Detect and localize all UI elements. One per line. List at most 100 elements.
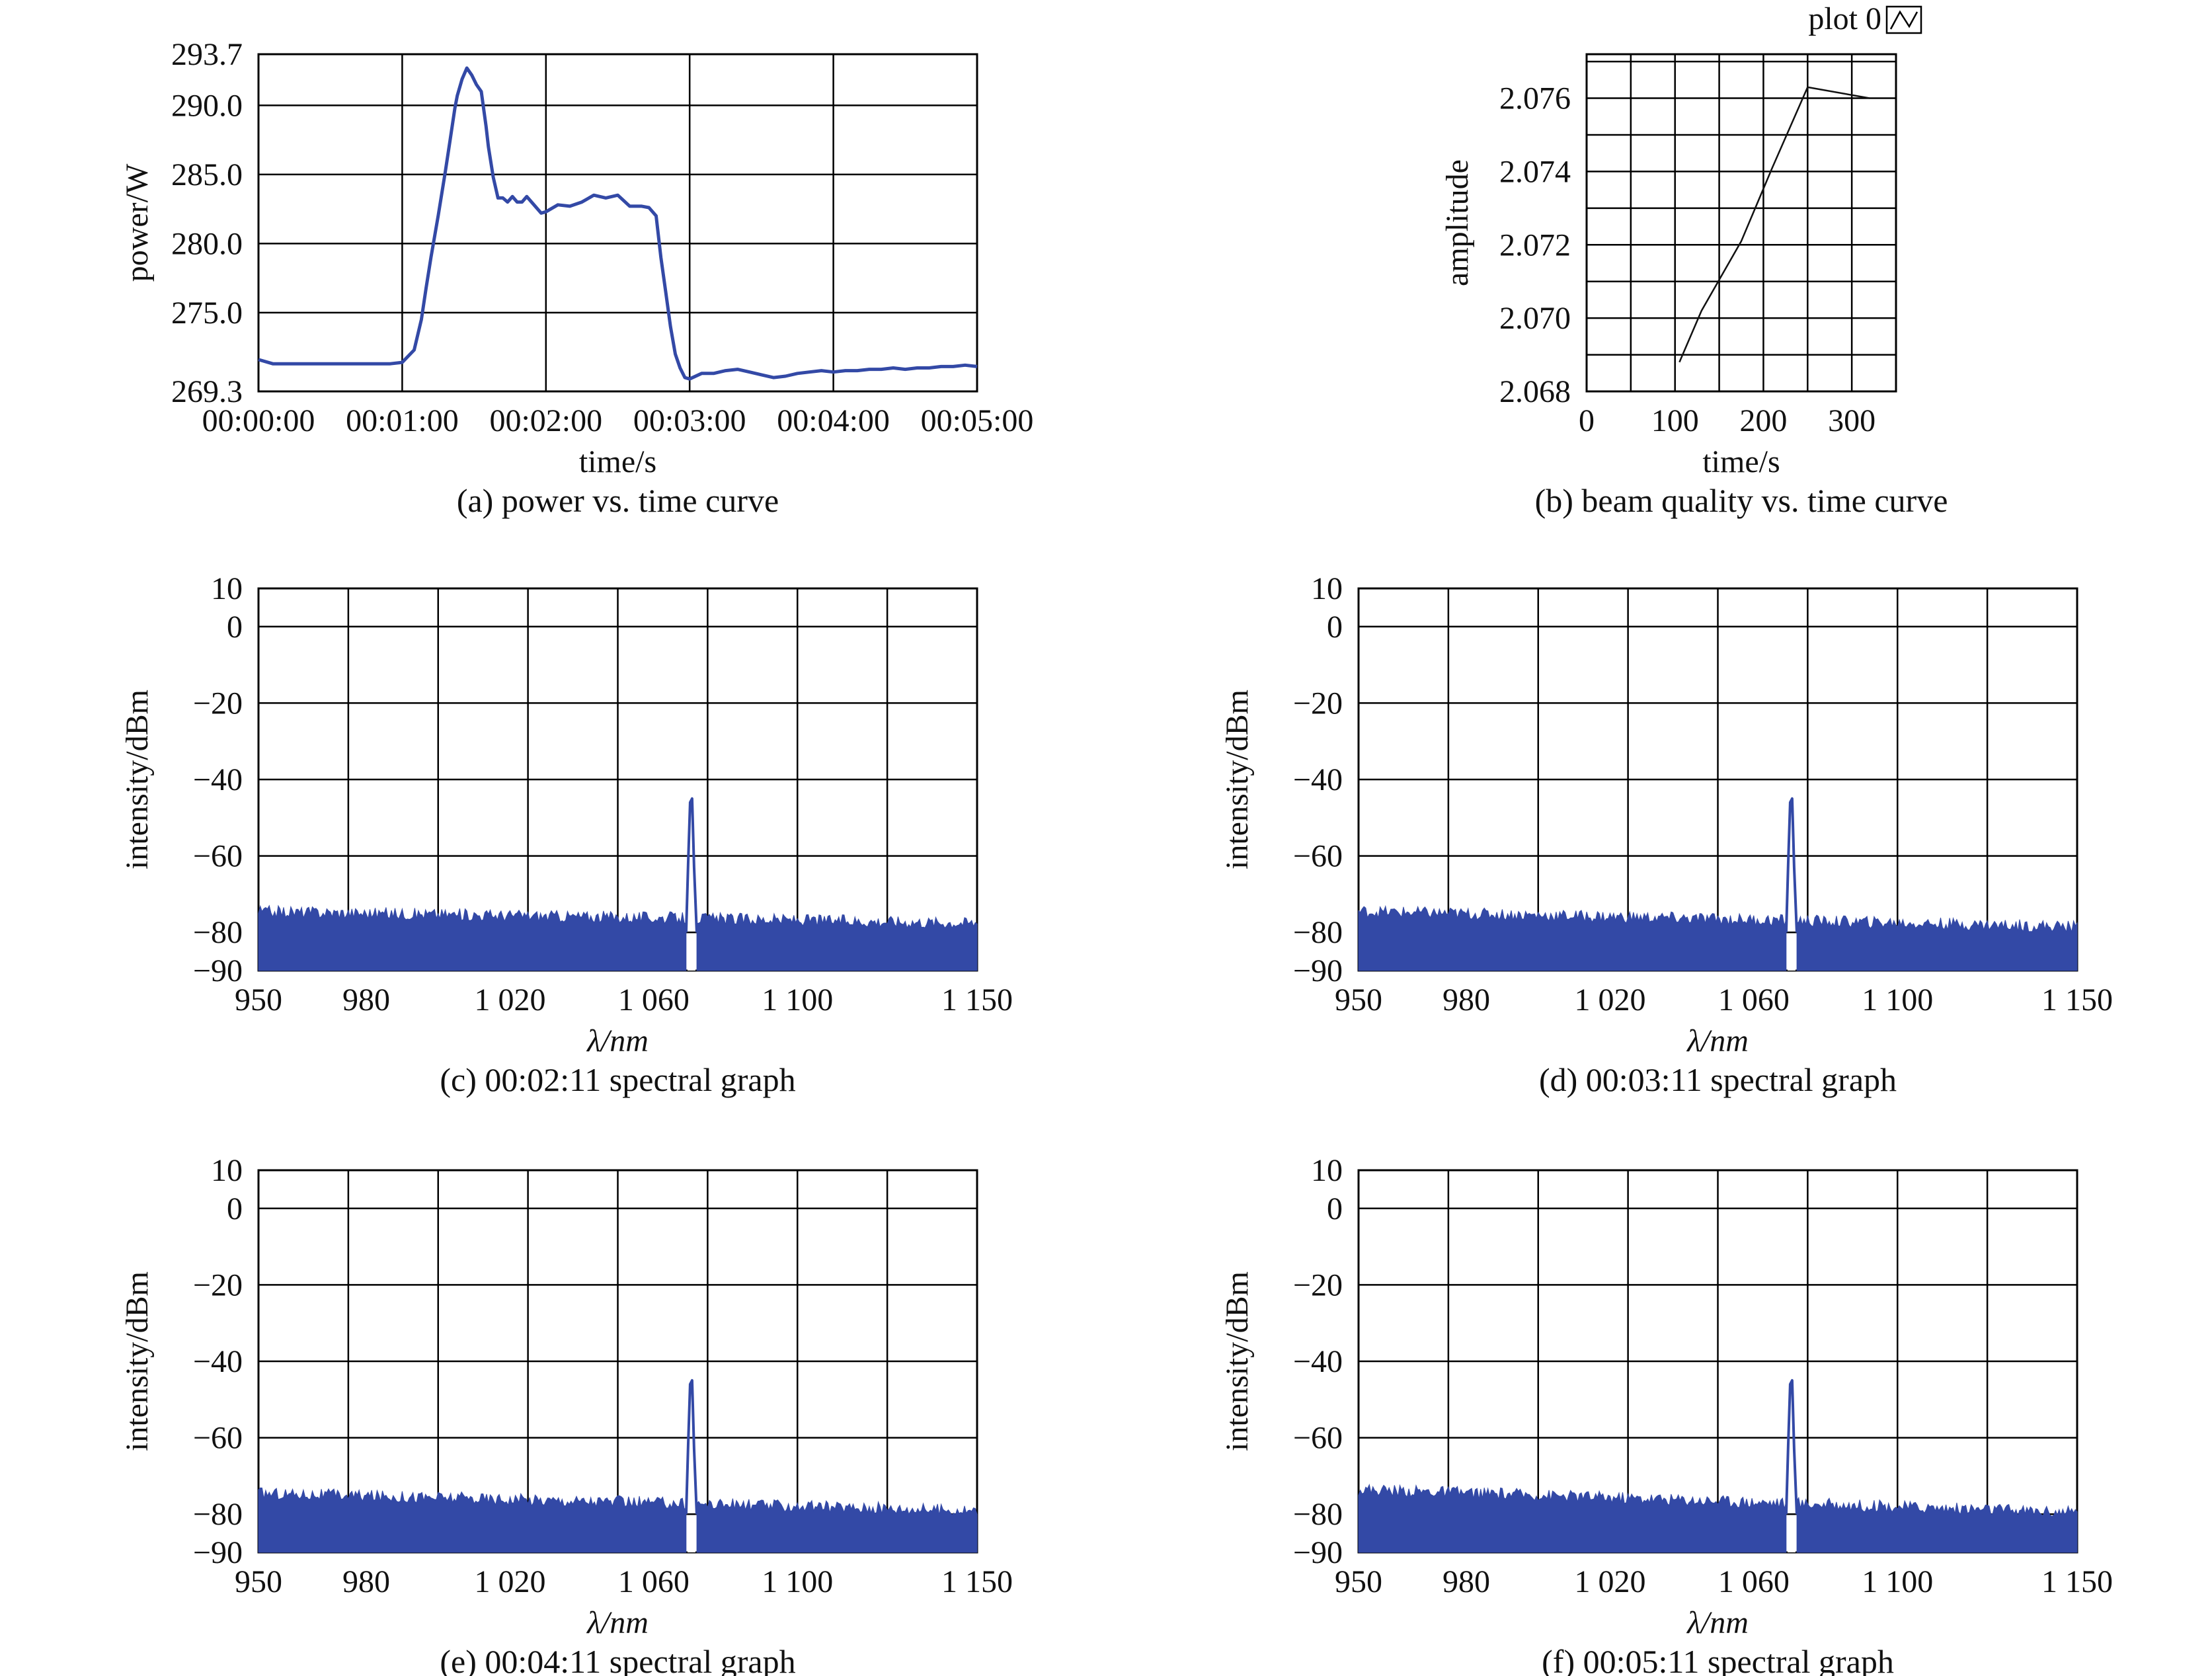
y-tick-label: −60 [1293,839,1343,874]
y-tick-label: 10 [211,1153,243,1188]
y-tick-label: 2.074 [1499,154,1571,189]
x-tick-label: 1 150 [941,1564,1013,1599]
y-tick-label: 2.072 [1499,227,1571,262]
series-line [258,66,978,381]
x-tick-label: 1 100 [1862,982,1933,1018]
x-tick-label: 980 [1442,1564,1490,1599]
y-tick-label: −20 [193,1267,243,1302]
noise-area-left [258,1487,687,1553]
y-tick-label: −80 [193,1497,243,1532]
y-tick-label: 10 [1311,571,1343,606]
y-tick-label: −90 [1293,953,1343,988]
x-axis-label: λ/nm [1686,1023,1749,1058]
x-axis-label: λ/nm [586,1605,649,1640]
x-tick-label: 1 060 [1718,1564,1790,1599]
y-tick-label: 275.0 [171,296,243,331]
y-tick-label: −40 [1293,762,1343,797]
laser-peak [684,1378,698,1515]
plot-frame [257,53,978,393]
noise-area-left [258,904,687,971]
x-tick-label: 1 100 [1862,1564,1933,1599]
y-tick-label: 0 [1327,1191,1343,1226]
y-tick-label: 0 [1327,610,1343,645]
y-tick-label: 2.070 [1499,301,1571,336]
y-tick-label: 269.3 [171,374,243,409]
figure-caption: (c) 00:02:11 spectral graph [440,1061,795,1098]
figure-caption: (e) 00:04:11 spectral graph [440,1643,795,1676]
y-tick-label: −80 [1293,915,1343,950]
y-tick-label: −60 [1293,1421,1343,1456]
y-tick-label: 10 [1311,1153,1343,1188]
x-axis-label: λ/nm [1686,1605,1749,1640]
x-tick-label: 980 [342,982,390,1018]
x-tick-label: 1 020 [1574,982,1645,1018]
legend-swatch-icon [1885,5,1922,34]
x-tick-label: 1 100 [762,982,833,1018]
x-axis-label: λ/nm [586,1023,649,1058]
series-line [1679,86,1870,363]
y-tick-label: −90 [1293,1535,1343,1570]
noise-area-right [696,911,978,971]
peak-gap [1787,1521,1796,1552]
x-tick-label: 00:01:00 [346,403,459,438]
y-tick-label: 10 [211,571,243,606]
y-tick-label: 2.068 [1499,374,1571,409]
x-tick-label: 950 [1335,982,1382,1018]
x-axis-label: time/s [579,444,656,479]
chart-b: 0 100 200 300 2.068 2.070 2.072 2.074 2.076 time/… [1440,1,1948,519]
legend-label: plot 0 [1808,1,1881,36]
figure-caption: (d) 00:03:11 spectral graph [1539,1061,1897,1098]
x-tick-label: 1 150 [2041,1564,2113,1599]
x-tick-label: 1 020 [1574,1564,1645,1599]
y-axis-label: intensity/dBm [120,690,155,869]
chart-d: 950 980 1 020 1 060 1 100 1 150 10 0 −20 −40 −60 −8… [1220,571,2113,1098]
y-tick-label: −20 [1293,686,1343,721]
plot-frame [1585,53,1897,393]
x-tick-label: 1 150 [2041,982,2113,1018]
chart-c: 950 980 1 020 1 060 1 100 1 150 10 0 −20 −40 −60 −8… [120,571,1013,1098]
x-tick-label: 00:05:00 [921,403,1034,438]
x-tick-label: 1 060 [1718,982,1790,1018]
y-tick-label: 293.7 [171,37,243,72]
laser-peak [1784,1378,1798,1515]
x-tick-label: 980 [1442,982,1490,1018]
y-tick-label: 290.0 [171,88,243,123]
y-axis-label: intensity/dBm [1220,690,1255,869]
x-tick-label: 100 [1651,403,1699,438]
x-tick-label: 1 060 [618,1564,690,1599]
y-axis-label: intensity/dBm [1220,1271,1255,1451]
figure-caption: (b) beam quality vs. time curve [1535,482,1948,519]
y-tick-label: −60 [193,839,243,874]
noise-area-left [1358,904,1787,971]
y-tick-label: −90 [193,953,243,988]
laser-peak [684,797,698,933]
y-tick-label: 0 [227,610,243,645]
x-axis-label: time/s [1702,444,1780,479]
y-tick-label: −40 [1293,1344,1343,1379]
x-tick-label: 950 [235,982,282,1018]
x-tick-label: 300 [1828,403,1876,438]
chart-e: 950 980 1 020 1 060 1 100 1 150 100 −20 −40 −60 −8… [120,1153,1013,1676]
x-tick-label: 00:00:00 [202,403,315,438]
x-tick-label: 1 020 [474,1564,545,1599]
peak-gap [687,1521,695,1552]
y-axis-label: amplitude [1440,159,1475,286]
y-tick-label: 280.0 [171,226,243,261]
noise-area-left [1358,1484,1787,1553]
y-tick-label: −80 [1293,1497,1343,1532]
x-tick-label: 00:03:00 [633,403,746,438]
y-tick-label: −40 [193,1344,243,1379]
noise-area-right [696,1498,978,1553]
y-tick-label: 2.076 [1499,81,1571,116]
x-tick-label: 00:04:00 [777,403,890,438]
x-tick-label: 1 100 [762,1564,833,1599]
x-tick-label: 1 020 [474,982,545,1018]
legend-swatch-box [1885,5,1922,34]
x-tick-label: 1 060 [618,982,690,1018]
noise-area-right [1796,1496,2078,1553]
y-tick-label: 285.0 [171,157,243,192]
y-tick-label: 0 [227,1191,243,1226]
peak-gap [687,939,695,971]
laser-peak [1784,797,1798,933]
